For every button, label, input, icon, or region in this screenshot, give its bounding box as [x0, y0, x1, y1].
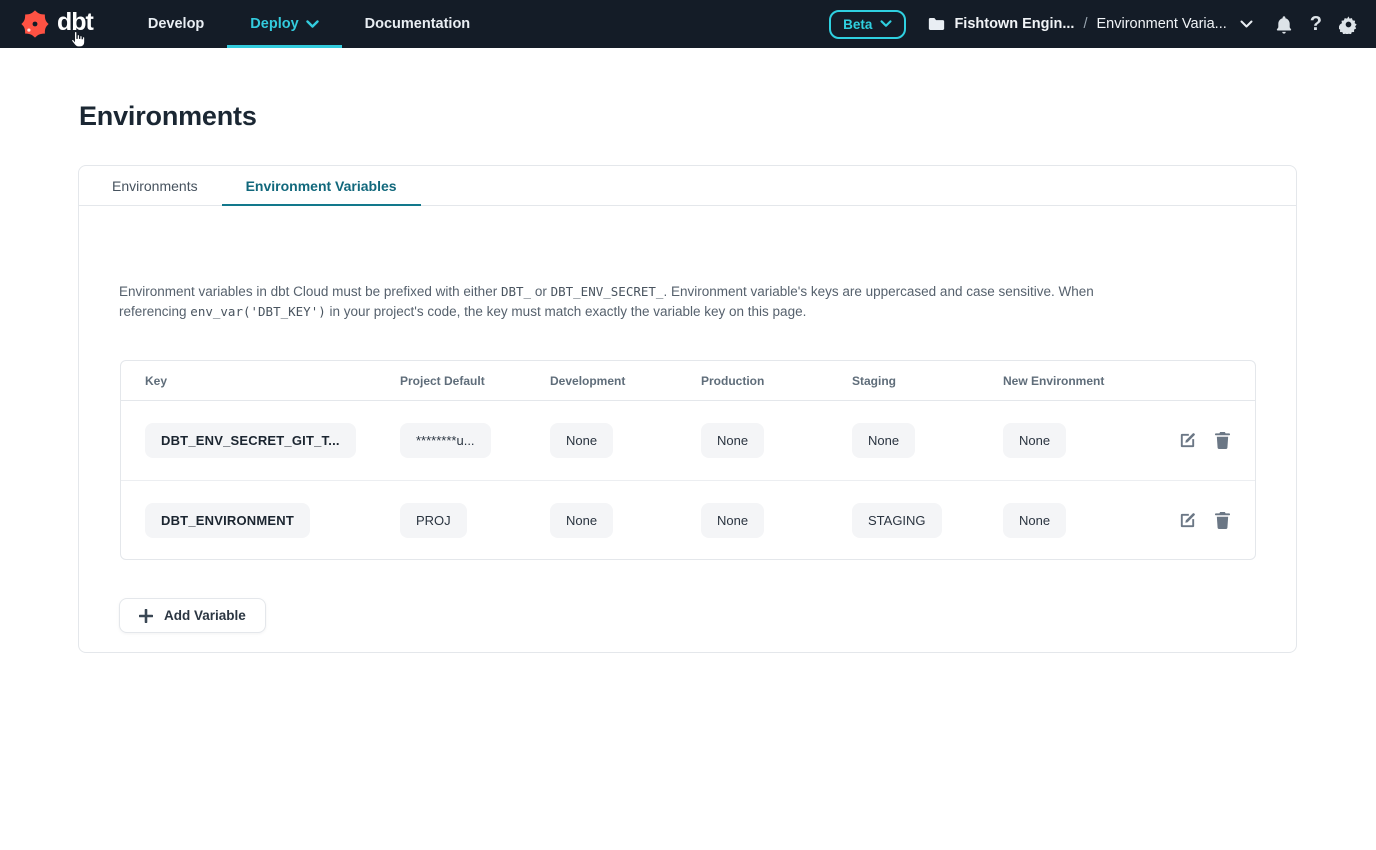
description-text: in your project's code, the key must mat…: [325, 304, 807, 319]
nav-item-label: Documentation: [364, 16, 471, 32]
nav-item-label: Deploy: [250, 16, 299, 32]
edit-icon[interactable]: [1178, 431, 1197, 450]
env-var-value-pill: None: [701, 423, 765, 458]
page-title: Environments: [79, 101, 257, 131]
table-row: DBT_ENVIRONMENT PROJ None None STAGING None: [121, 480, 1255, 559]
tab-environment-variables[interactable]: Environment Variables: [221, 166, 421, 206]
env-var-value-pill: None: [550, 423, 614, 458]
trash-icon[interactable]: [1214, 431, 1231, 450]
column-header: Key: [145, 373, 168, 388]
column-header: Development: [550, 373, 626, 388]
column-header: Project Default: [400, 373, 485, 388]
plus-icon: [139, 608, 153, 623]
environment-variables-table: Key Project Default Development Production S…: [120, 360, 1256, 560]
env-var-value-pill: None: [1003, 502, 1067, 538]
code-snippet: DBT_: [500, 284, 532, 299]
column-header: Staging: [852, 373, 896, 388]
help-icon[interactable]: ?: [1309, 13, 1322, 35]
env-var-value-pill: None: [852, 423, 916, 458]
beta-label: Beta: [843, 16, 873, 32]
dbt-logo[interactable]: dbt: [20, 7, 94, 48]
env-var-value-pill: None: [550, 502, 614, 538]
env-var-key-pill: DBT_ENVIRONMENT: [145, 502, 311, 538]
settings-gear-icon[interactable]: [1339, 15, 1358, 34]
code-snippet: env_var('DBT_KEY'): [190, 304, 326, 319]
code-snippet: DBT_ENV_SECRET_: [550, 284, 664, 299]
tab-label: Environment Variables: [245, 178, 397, 194]
breadcrumb-separator: /: [1083, 16, 1088, 32]
nav-item-deploy[interactable]: Deploy: [227, 0, 342, 48]
mouse-cursor-icon: [70, 31, 86, 53]
nav-item-documentation[interactable]: Documentation: [342, 0, 494, 48]
row-actions: [1178, 431, 1231, 450]
nav-item-label: Develop: [147, 16, 205, 32]
table-row: DBT_ENV_SECRET_GIT_T... ********u... None N…: [121, 401, 1255, 480]
env-var-value-pill: PROJ: [400, 502, 467, 538]
env-var-description: Environment variables in dbt Cloud must …: [119, 282, 1159, 322]
env-var-value-pill: ********u...: [400, 423, 491, 458]
tab-environments[interactable]: Environments: [88, 166, 222, 205]
add-variable-button[interactable]: Add Variable: [119, 598, 266, 633]
breadcrumb-page: Environment Varia...: [1096, 16, 1227, 32]
breadcrumb[interactable]: Fishtown Engin... / Environment Varia...: [928, 16, 1253, 32]
trash-icon[interactable]: [1214, 511, 1231, 530]
env-var-key-pill: DBT_ENV_SECRET_GIT_T...: [145, 423, 356, 458]
breadcrumb-project: Fishtown Engin...: [954, 16, 1075, 32]
notifications-bell-icon[interactable]: [1275, 15, 1293, 34]
chevron-down-icon: [305, 19, 319, 29]
description-text: Environment variables in dbt Cloud must …: [119, 284, 501, 299]
env-var-value-pill: STAGING: [852, 502, 942, 538]
column-header: New Environment: [1003, 373, 1105, 388]
dbt-logo-text: dbt: [57, 7, 94, 36]
add-variable-label: Add Variable: [164, 608, 246, 623]
edit-icon[interactable]: [1178, 511, 1197, 530]
nav-item-develop[interactable]: Develop: [125, 0, 227, 48]
environments-card: Environments Environment Variables Envir…: [78, 165, 1297, 653]
beta-dropdown[interactable]: Beta: [829, 9, 907, 39]
column-header: Production: [701, 373, 765, 388]
description-text: or: [531, 284, 551, 299]
chevron-down-icon: [880, 20, 892, 28]
table-body: DBT_ENV_SECRET_GIT_T... ********u... None N…: [121, 401, 1255, 559]
tab-bar: Environments Environment Variables: [79, 166, 1296, 206]
folder-icon: [928, 17, 945, 31]
env-var-value-pill: None: [701, 502, 765, 538]
table-header-row: Key Project Default Development Production S…: [121, 361, 1255, 401]
tab-label: Environments: [112, 178, 198, 194]
dbt-logo-icon: [20, 9, 50, 39]
row-actions: [1178, 511, 1231, 530]
env-var-value-pill: None: [1003, 423, 1067, 458]
top-nav: dbt Develop Deploy Documentation Beta: [0, 0, 1376, 48]
description-text: . Environment variable's keys are upperc…: [119, 284, 1094, 319]
chevron-down-icon: [1240, 20, 1253, 29]
